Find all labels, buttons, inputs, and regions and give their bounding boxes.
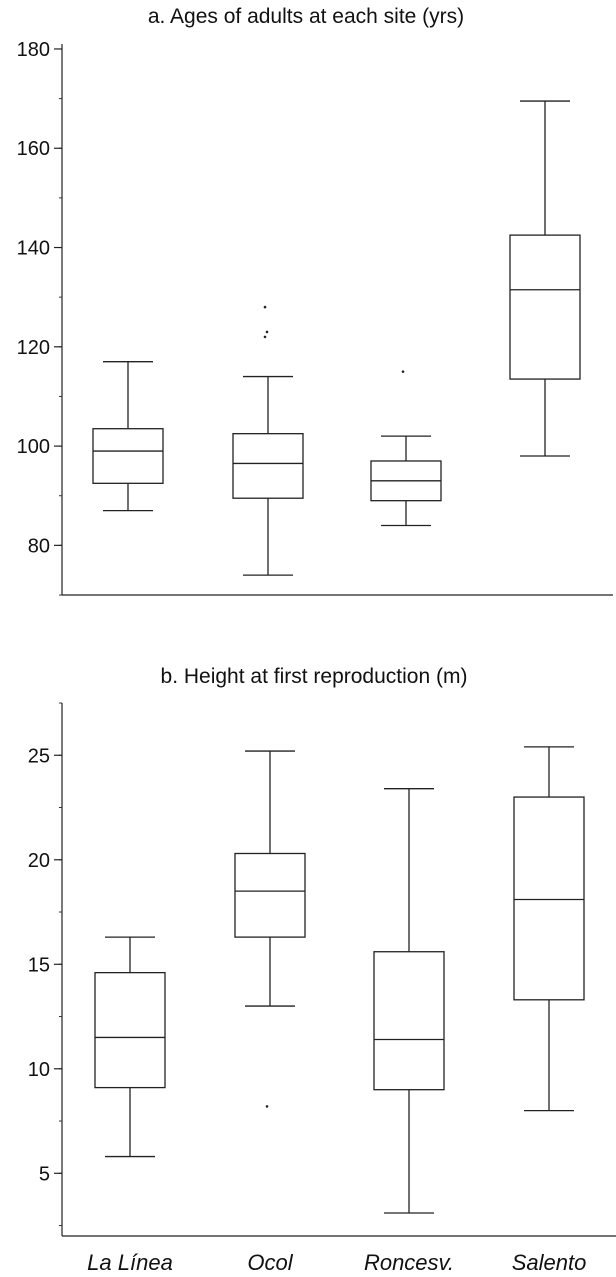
panel-b-y-ticks: 5 10 15 20 25 (28, 702, 62, 1227)
panel-b-box-ocol (234, 750, 306, 1108)
panel-a-y-tick-label: 160 (17, 138, 50, 160)
panel-a-title: a. Ages of adults at each site (yrs) (148, 5, 464, 28)
panel-b-category-label-ocol: Ocol (247, 1250, 293, 1275)
outlier-point (265, 1105, 269, 1108)
panel-b-height: b. Height at first reproduction (m) 5 10 1… (28, 665, 616, 1275)
panel-b-box-la-linea (94, 936, 166, 1158)
panel-a-boxes (92, 100, 581, 576)
outlier-point (265, 330, 269, 334)
panel-b-y-tick-label: 10 (28, 1059, 50, 1081)
panel-a-y-tick-label: 100 (17, 436, 50, 458)
panel-a-y-ticks: 80 100 120 140 160 180 (17, 39, 62, 596)
panel-a-y-tick-label: 80 (28, 535, 50, 557)
panel-b-box-roncesv (373, 788, 445, 1214)
panel-b-y-tick-label: 5 (39, 1163, 50, 1185)
iqr-box (92, 428, 164, 484)
panel-b-y-tick-label: 25 (28, 745, 50, 767)
panel-a-box-roncesv (370, 370, 442, 527)
iqr-box (234, 852, 306, 938)
panel-b-boxes (94, 746, 585, 1214)
panel-b-category-label-la-linea: La Línea (87, 1250, 173, 1275)
panel-b-category-label-roncesv: Roncesv. (364, 1250, 454, 1275)
panel-b-category-labels: La Línea Ocol Roncesv. Salento (87, 1250, 586, 1275)
panel-a-y-tick-label: 180 (17, 39, 50, 61)
iqr-box (94, 971, 166, 1089)
iqr-box (509, 234, 581, 380)
panel-a-box-la-linea (92, 361, 164, 512)
iqr-box (373, 951, 445, 1091)
panel-b-title: b. Height at first reproduction (m) (161, 665, 468, 688)
panel-a-box-salento (509, 100, 581, 457)
outlier-point (263, 335, 267, 339)
panel-a-ages: a. Ages of adults at each site (yrs) 80 1… (17, 5, 613, 596)
panel-b-y-tick-label: 20 (28, 850, 50, 872)
panel-b-category-label-salento: Salento (512, 1250, 587, 1275)
panel-a-y-tick-label: 140 (17, 238, 50, 260)
iqr-box (513, 796, 585, 1001)
panel-a-box-ocol (232, 305, 304, 576)
panel-a-y-tick-label: 120 (17, 337, 50, 359)
outlier-point (263, 305, 267, 309)
panel-b-box-salento (513, 746, 585, 1112)
iqr-box (232, 433, 304, 499)
panel-b-y-tick-label: 15 (28, 954, 50, 976)
outlier-point (401, 370, 405, 373)
